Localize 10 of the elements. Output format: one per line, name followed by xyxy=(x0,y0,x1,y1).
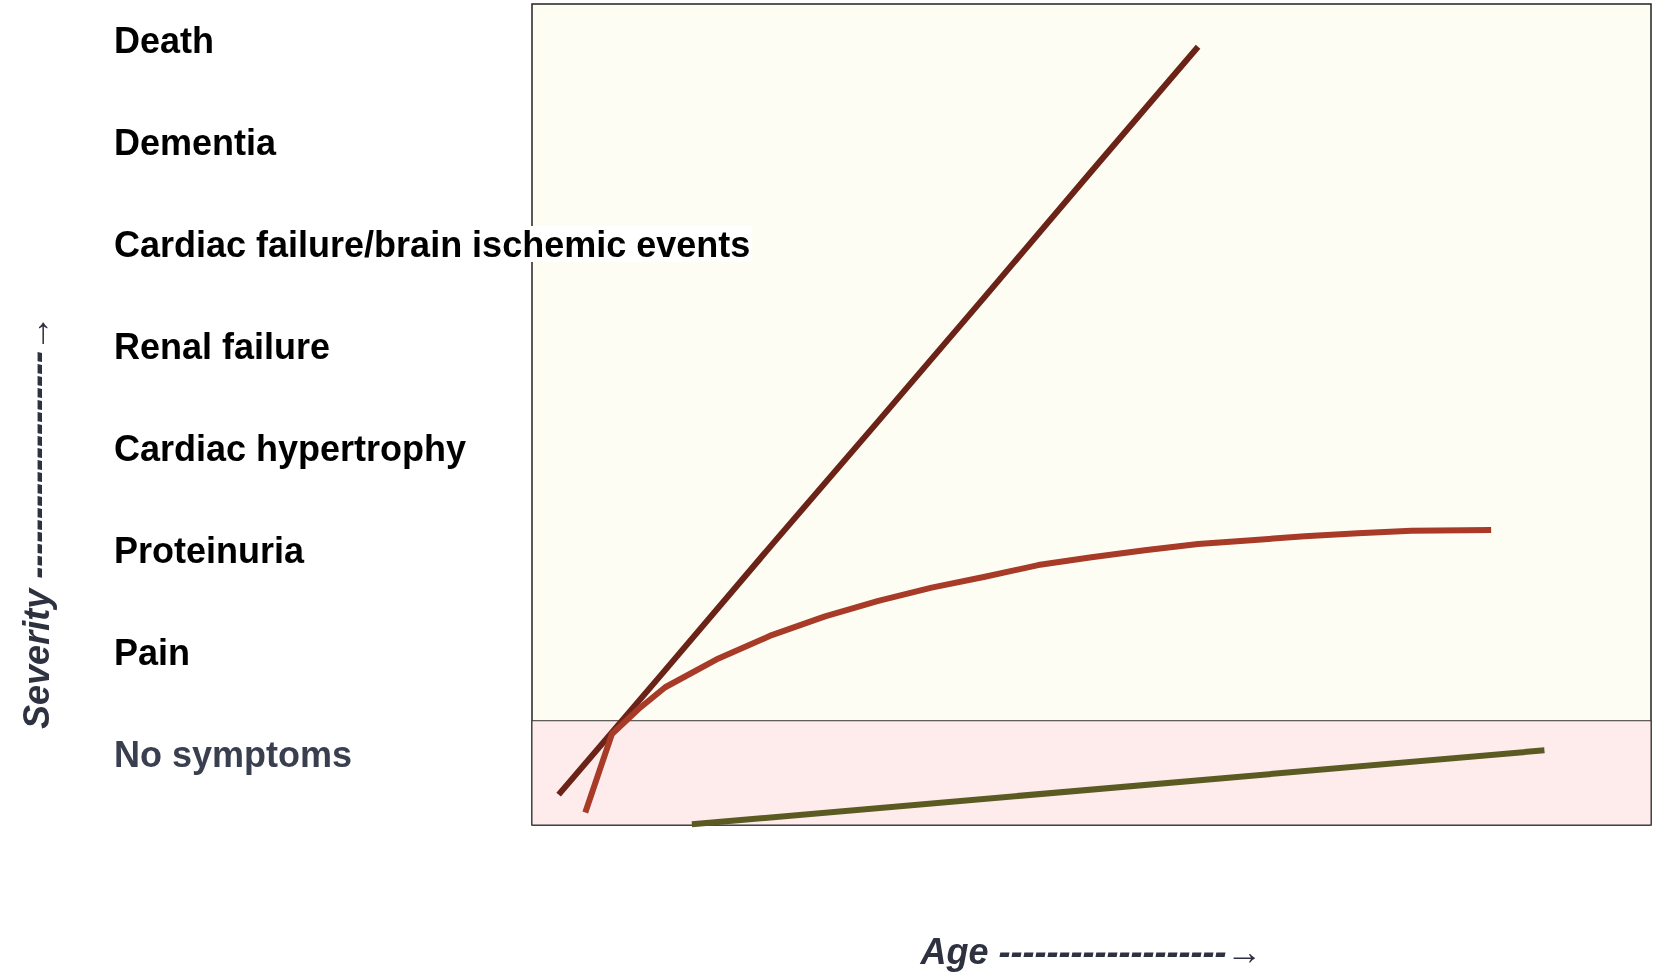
x-axis-title: Age -------------------→ xyxy=(919,930,1263,972)
text: Severity -------------------→ xyxy=(15,315,57,729)
text: Dementia xyxy=(114,121,278,163)
text: Cardiac hypertrophy xyxy=(114,427,467,469)
text: Proteinuria xyxy=(114,529,306,571)
text: Pain xyxy=(114,631,191,673)
text: No symptoms xyxy=(114,733,353,775)
text: Renal failure xyxy=(114,325,331,367)
text: Death xyxy=(114,19,215,61)
annotation: Cardiac failure/brain ischemic events xyxy=(114,223,751,265)
